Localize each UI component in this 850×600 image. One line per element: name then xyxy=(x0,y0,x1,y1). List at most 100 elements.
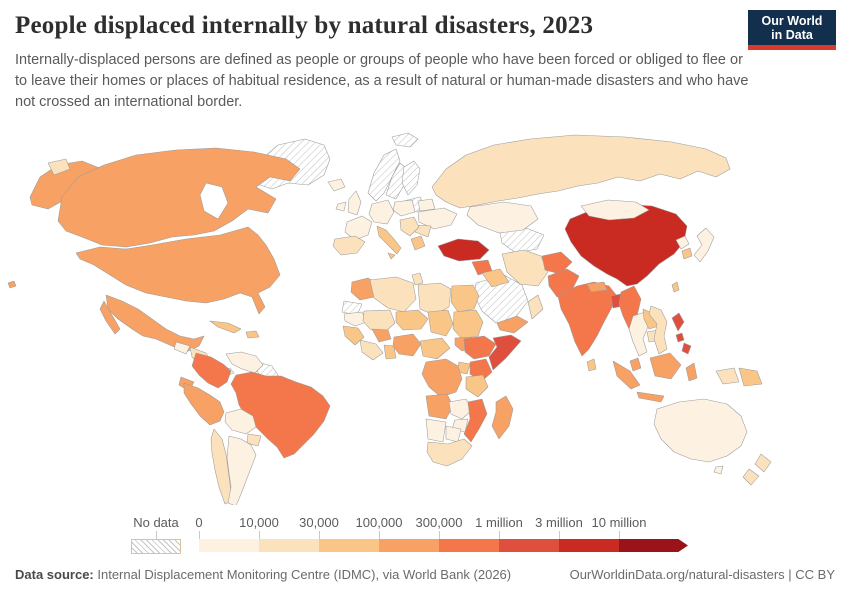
region-canada[interactable] xyxy=(57,147,301,248)
region-italy[interactable] xyxy=(376,225,402,255)
legend-bin-7[interactable] xyxy=(619,539,688,552)
region-germany[interactable] xyxy=(368,199,395,225)
region-ukraine[interactable] xyxy=(417,207,458,230)
region-philippines[interactable] xyxy=(681,342,692,355)
region-north-korea[interactable] xyxy=(675,235,690,250)
region-japan[interactable] xyxy=(693,227,715,263)
region-burkina-faso[interactable] xyxy=(371,328,392,343)
region-indonesia[interactable] xyxy=(636,391,665,403)
region-ireland[interactable] xyxy=(335,201,347,212)
region-cameroon-car[interactable] xyxy=(419,337,451,360)
region-peru[interactable] xyxy=(183,382,225,426)
region-oman[interactable] xyxy=(527,294,544,320)
legend-bin-6[interactable] xyxy=(559,539,620,552)
region-baja-california[interactable] xyxy=(99,300,121,335)
region-drc[interactable] xyxy=(421,358,463,398)
region-iraq[interactable] xyxy=(481,268,510,288)
legend-bin-4[interactable] xyxy=(439,539,500,552)
region-iran[interactable] xyxy=(501,249,549,287)
region-chad[interactable] xyxy=(427,309,454,337)
region-greece[interactable] xyxy=(410,235,426,251)
region-madagascar[interactable] xyxy=(491,395,514,440)
region-poland[interactable] xyxy=(392,199,416,217)
region-kazakhstan[interactable] xyxy=(466,201,539,234)
region-mongolia[interactable] xyxy=(580,199,650,221)
region-uk[interactable] xyxy=(347,190,362,216)
region-mexico[interactable] xyxy=(105,294,205,353)
region-iceland[interactable] xyxy=(327,178,346,192)
region-botswana[interactable] xyxy=(445,425,462,443)
region-bolivia[interactable] xyxy=(224,408,257,435)
region-new-zealand[interactable] xyxy=(742,468,760,486)
region-malaysia[interactable] xyxy=(629,357,642,372)
region-philippines[interactable] xyxy=(675,332,685,343)
region-spain[interactable] xyxy=(332,235,366,256)
legend-bin-2[interactable] xyxy=(319,539,380,552)
region-taiwan[interactable] xyxy=(671,281,680,293)
region-ivory-coast[interactable] xyxy=(359,339,384,361)
region-somalia[interactable] xyxy=(488,334,522,371)
region-tunisia[interactable] xyxy=(411,272,424,286)
region-russia[interactable] xyxy=(431,134,731,209)
region-chukotka[interactable] xyxy=(47,158,71,176)
region-sudan[interactable] xyxy=(452,309,484,340)
region-balkans[interactable] xyxy=(399,216,420,237)
region-libya[interactable] xyxy=(417,282,452,316)
region-afghanistan[interactable] xyxy=(541,251,573,275)
legend-bin-0[interactable] xyxy=(199,539,260,552)
region-tanzania[interactable] xyxy=(465,374,489,398)
region-senegal-guinea[interactable] xyxy=(342,325,365,346)
region-venezuela[interactable] xyxy=(225,351,264,374)
region-colombia[interactable] xyxy=(191,352,232,389)
region-namibia[interactable] xyxy=(425,418,447,443)
region-indonesia[interactable] xyxy=(685,362,698,382)
region-usa[interactable] xyxy=(75,226,281,315)
region-ethiopia[interactable] xyxy=(463,335,497,360)
region-indonesia[interactable] xyxy=(612,360,641,390)
legend-bin-5[interactable] xyxy=(499,539,560,552)
region-ghana[interactable] xyxy=(383,344,397,360)
region-sri-lanka[interactable] xyxy=(586,358,597,372)
region-west-papua[interactable] xyxy=(715,367,740,385)
region-china[interactable] xyxy=(564,203,688,287)
region-paraguay[interactable] xyxy=(246,433,262,447)
region-australia[interactable] xyxy=(653,398,748,463)
region-vietnam[interactable] xyxy=(648,305,668,355)
region-svalbard[interactable] xyxy=(391,132,419,148)
region-nepal[interactable] xyxy=(586,281,608,293)
region-hawaii[interactable] xyxy=(7,280,17,289)
region-tasmania[interactable] xyxy=(713,465,724,475)
region-guatemala[interactable] xyxy=(173,341,191,355)
region-cuba[interactable] xyxy=(209,320,242,334)
region-nigeria[interactable] xyxy=(392,333,422,357)
region-sicily[interactable] xyxy=(387,252,396,260)
region-zambia[interactable] xyxy=(448,398,473,420)
owid-logo[interactable]: Our World in Data xyxy=(748,10,836,50)
legend-no-data-swatch[interactable] xyxy=(131,539,181,554)
region-yemen[interactable] xyxy=(496,315,529,334)
legend-tick-mark xyxy=(379,531,380,539)
region-egypt[interactable] xyxy=(450,284,480,313)
region-hispaniola[interactable] xyxy=(245,330,260,339)
region-norway[interactable] xyxy=(367,148,401,202)
region-indonesia[interactable] xyxy=(649,352,682,380)
region-finland[interactable] xyxy=(401,160,421,196)
legend-bin-3[interactable] xyxy=(379,539,440,552)
region-belarus[interactable] xyxy=(417,198,436,212)
region-south-africa[interactable] xyxy=(426,438,473,467)
region-india[interactable] xyxy=(557,281,618,357)
region-angola[interactable] xyxy=(425,393,454,420)
region-new-zealand[interactable] xyxy=(754,453,772,473)
region-turkey[interactable] xyxy=(437,238,490,262)
region-argentina[interactable] xyxy=(226,435,257,505)
owid-url-link[interactable]: OurWorldinData.org/natural-disasters | C… xyxy=(569,567,835,582)
region-philippines[interactable] xyxy=(671,312,685,332)
legend-bin-1[interactable] xyxy=(259,539,320,552)
region-south-korea[interactable] xyxy=(681,247,693,260)
region-algeria[interactable] xyxy=(369,276,417,313)
region-niger[interactable] xyxy=(395,309,429,331)
region-france[interactable] xyxy=(344,215,373,241)
region-papua-new-guinea[interactable] xyxy=(738,367,763,387)
region-mauritania[interactable] xyxy=(343,311,368,327)
region-mozambique[interactable] xyxy=(463,398,488,443)
